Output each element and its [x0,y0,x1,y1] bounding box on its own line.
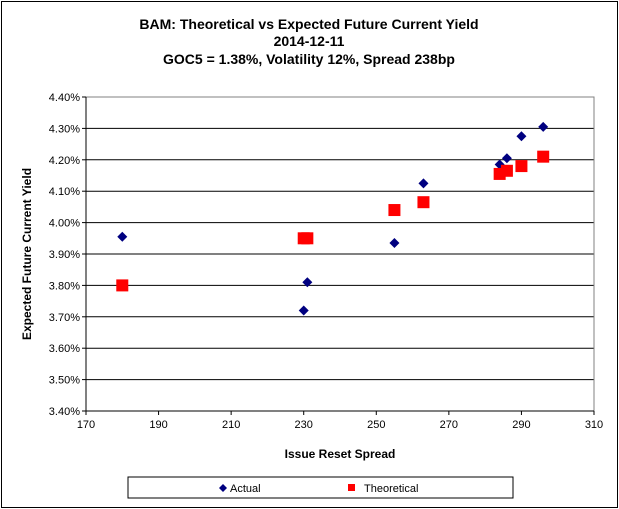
y-tick-label: 4.00% [49,218,80,230]
y-tick-label: 3.60% [49,343,80,355]
actual-point [418,178,429,189]
y-tick-label: 4.20% [49,155,80,167]
y-axis-label: Expected Future Current Yield [20,168,34,340]
theoretical-point [417,196,430,209]
y-tick-label: 4.30% [49,123,80,135]
theoretical-point [500,164,513,177]
x-tick-label: 270 [440,419,458,431]
actual-point [538,121,549,132]
y-tick-label: 4.10% [49,186,80,198]
actual-point [298,305,309,316]
y-tick-label: 3.40% [49,406,80,418]
y-tick-label: 4.40% [49,92,80,104]
theoretical-point [388,204,401,217]
chart-title-line-3: GOC5 = 1.38%, Volatility 12%, Spread 238… [163,51,455,67]
x-tick-label: 210 [222,419,240,431]
theoretical-point [537,150,550,163]
actual-point [389,238,400,249]
theoretical-point [515,160,528,173]
chart-title-line-2: 2014-12-11 [274,33,345,49]
legend: Actual Theoretical [127,476,514,499]
y-tick-label: 3.90% [49,249,80,261]
x-tick-label: 290 [512,419,530,431]
y-tick-label: 3.70% [49,312,80,324]
x-tick-label: 310 [585,419,603,431]
actual-point [501,153,512,164]
legend-theoretical-label: Theoretical [364,483,418,495]
actual-point [302,277,313,288]
x-axis-label: Issue Reset Spread [285,447,396,461]
theoretical-point [116,279,129,292]
y-tick-label: 3.80% [49,280,80,292]
legend-box [127,476,514,499]
x-tick-label: 250 [367,419,385,431]
y-tick-label: 3.50% [49,375,80,387]
legend-theoretical-square-icon [348,484,355,491]
x-tick-label: 190 [149,419,167,431]
actual-point [117,231,128,242]
chart-title-line-1: BAM: Theoretical vs Expected Future Curr… [139,16,478,32]
x-tick-label: 230 [295,419,313,431]
theoretical-point [301,232,314,245]
x-tick-label: 170 [77,419,95,431]
legend-actual-label: Actual [230,483,261,495]
legend-actual-diamond-icon [219,484,227,492]
actual-point [516,131,527,142]
